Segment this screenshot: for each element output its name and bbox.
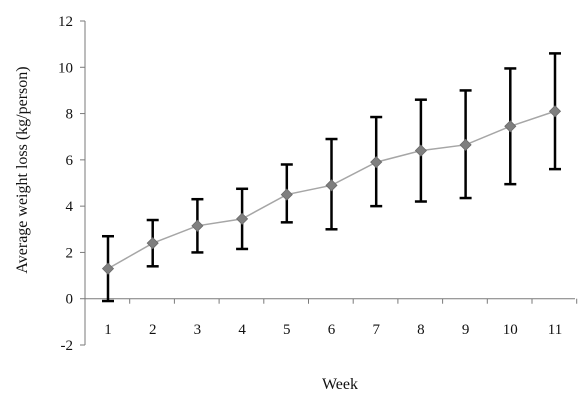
x-axis-title: Week xyxy=(322,376,358,393)
y-tick-label: 4 xyxy=(66,199,74,215)
data-point xyxy=(370,156,383,169)
y-tick-label: 2 xyxy=(66,245,74,261)
y-tick-label: 8 xyxy=(66,107,74,123)
x-tick-label: 3 xyxy=(194,322,202,338)
y-tick-label: 6 xyxy=(66,153,74,169)
x-tick-label: 6 xyxy=(328,322,336,338)
error-bars xyxy=(102,52,561,303)
x-tick-label: 4 xyxy=(238,322,246,338)
y-tick-label: 10 xyxy=(58,60,73,76)
data-point xyxy=(280,188,293,201)
x-tick-label: 5 xyxy=(283,322,291,338)
x-tick-label: 11 xyxy=(548,322,562,338)
data-point xyxy=(504,120,517,133)
data-point xyxy=(236,212,249,225)
data-point xyxy=(146,237,159,250)
y-axis-tick-labels: -2 0 2 4 6 8 10 12 xyxy=(58,14,74,354)
x-tick-label: 9 xyxy=(462,322,470,338)
y-tick-label: 0 xyxy=(66,292,74,308)
y-axis-title: Average weight loss (kg/person) xyxy=(14,66,31,273)
x-tick-label: 7 xyxy=(372,322,380,338)
x-tick-label: 8 xyxy=(417,322,425,338)
data-point xyxy=(325,179,338,192)
data-point xyxy=(191,219,204,232)
data-markers xyxy=(101,105,562,275)
y-tick-label: -2 xyxy=(61,338,74,354)
x-axis-tick-labels: 1 2 3 4 5 6 7 8 9 10 11 xyxy=(104,322,562,338)
data-point xyxy=(548,105,562,118)
y-tick-label: 12 xyxy=(58,14,73,30)
x-tick-label: 2 xyxy=(149,322,157,338)
x-axis-ticks xyxy=(84,298,578,304)
data-point xyxy=(459,138,472,151)
y-axis-ticks xyxy=(80,20,85,346)
data-point xyxy=(414,144,427,157)
x-tick-label: 1 xyxy=(104,322,112,338)
data-point xyxy=(101,262,115,275)
x-tick-label: 10 xyxy=(503,322,518,338)
